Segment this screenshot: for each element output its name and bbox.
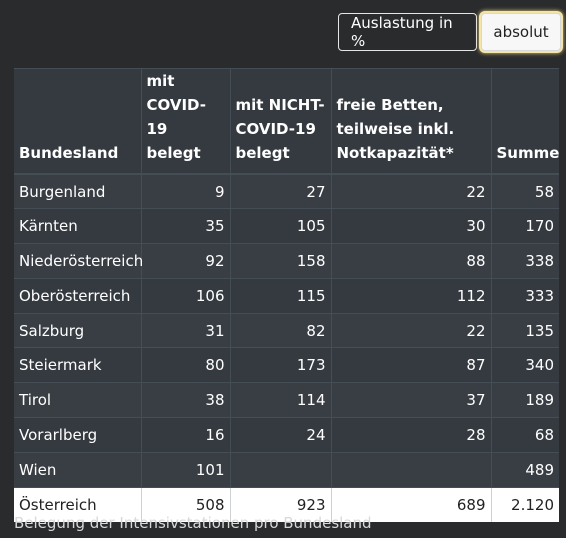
cell-state: Niederösterreich bbox=[14, 243, 143, 279]
cell-total-sum: 2.120 bbox=[490, 486, 559, 522]
cell-free: 37 bbox=[330, 382, 491, 418]
cell-covid: 106 bbox=[140, 277, 230, 314]
cell-state: Steiermark bbox=[14, 347, 141, 383]
table-row: Tirol 38 114 37 189 bbox=[14, 382, 559, 418]
cell-total-label: Österreich bbox=[14, 486, 141, 522]
cell-free: 22 bbox=[330, 173, 491, 209]
cell-free: 28 bbox=[330, 417, 491, 453]
cell-total-free: 689 bbox=[330, 486, 491, 522]
cell-total-covid: 508 bbox=[140, 486, 230, 522]
icu-occupancy-table: Bundesland mit COVID-19 belegt mit NICHT… bbox=[14, 68, 559, 522]
total-row: Österreich 508 923 689 2.120 bbox=[14, 486, 559, 522]
cell-non-covid: 115 bbox=[229, 277, 331, 314]
cell-free: 22 bbox=[330, 312, 491, 348]
header-non-covid: mit NICHT-COVID-19 belegt bbox=[229, 68, 331, 175]
cell-covid: 31 bbox=[140, 312, 230, 348]
table-row: Steiermark 80 173 87 340 bbox=[14, 347, 559, 383]
cell-free: 30 bbox=[330, 208, 491, 244]
table-header-row: Bundesland mit COVID-19 belegt mit NICHT… bbox=[14, 68, 559, 175]
cell-free bbox=[330, 451, 491, 488]
table-row: Salzburg 31 82 22 135 bbox=[14, 312, 559, 348]
cell-covid: 35 bbox=[140, 208, 230, 244]
cell-covid: 101 bbox=[140, 451, 230, 488]
table-row: Wien 101 489 bbox=[14, 451, 559, 488]
cell-covid: 16 bbox=[140, 417, 230, 453]
table-body: Burgenland 9 27 22 58 Kärnten 35 105 30 … bbox=[14, 173, 559, 522]
header-sum: Summe bbox=[490, 68, 559, 175]
table-row: Oberösterreich 106 115 112 333 bbox=[14, 277, 559, 314]
cell-free: 112 bbox=[330, 277, 491, 314]
cell-state: Vorarlberg bbox=[14, 417, 141, 453]
cell-non-covid bbox=[229, 451, 331, 488]
table-row: Burgenland 9 27 22 58 bbox=[14, 173, 559, 209]
cell-non-covid: 173 bbox=[229, 347, 331, 383]
header-covid: mit COVID-19 belegt bbox=[140, 68, 230, 175]
table-row: Vorarlberg 16 24 28 68 bbox=[14, 417, 559, 453]
cell-state: Salzburg bbox=[14, 312, 141, 348]
cell-state: Oberösterreich bbox=[14, 277, 141, 314]
percent-view-button[interactable]: Auslastung in % bbox=[338, 13, 477, 51]
absolute-view-button[interactable]: absolut bbox=[481, 13, 561, 51]
table-row: Kärnten 35 105 30 170 bbox=[14, 208, 559, 244]
cell-state: Wien bbox=[14, 451, 141, 488]
cell-non-covid: 24 bbox=[229, 417, 331, 453]
cell-non-covid: 82 bbox=[229, 312, 331, 348]
cell-non-covid: 105 bbox=[229, 208, 331, 244]
cell-non-covid: 27 bbox=[229, 173, 331, 209]
view-toggle: Auslastung in % absolut bbox=[338, 13, 561, 51]
cell-state: Tirol bbox=[14, 382, 141, 418]
cell-state: Burgenland bbox=[14, 173, 141, 209]
cell-covid: 9 bbox=[140, 173, 230, 209]
cell-sum: 170 bbox=[490, 208, 559, 244]
cell-sum: 135 bbox=[490, 312, 559, 348]
cell-sum: 189 bbox=[490, 382, 559, 418]
cell-sum: 338 bbox=[490, 243, 559, 279]
table-row: Niederösterreich 92 158 88 338 bbox=[14, 243, 559, 279]
cell-non-covid: 114 bbox=[229, 382, 331, 418]
cell-sum: 333 bbox=[490, 277, 559, 314]
cell-non-covid: 158 bbox=[229, 243, 331, 279]
cell-total-non-covid: 923 bbox=[229, 486, 331, 522]
header-bundesland: Bundesland bbox=[14, 68, 141, 175]
cell-covid: 38 bbox=[140, 382, 230, 418]
cell-covid: 92 bbox=[140, 243, 230, 279]
icu-table-container: Bundesland mit COVID-19 belegt mit NICHT… bbox=[14, 68, 559, 522]
cell-free: 87 bbox=[330, 347, 491, 383]
cell-sum: 68 bbox=[490, 417, 559, 453]
cell-free: 88 bbox=[330, 243, 491, 279]
cell-sum: 58 bbox=[490, 173, 559, 209]
cell-state: Kärnten bbox=[14, 208, 141, 244]
cell-sum: 489 bbox=[490, 451, 559, 488]
cell-sum: 340 bbox=[490, 347, 559, 383]
table-caption: Belegung der Intensivstationen pro Bunde… bbox=[14, 514, 372, 532]
cell-covid: 80 bbox=[140, 347, 230, 383]
header-free-beds: freie Betten, teilweise inkl. Notkapazit… bbox=[330, 68, 491, 175]
